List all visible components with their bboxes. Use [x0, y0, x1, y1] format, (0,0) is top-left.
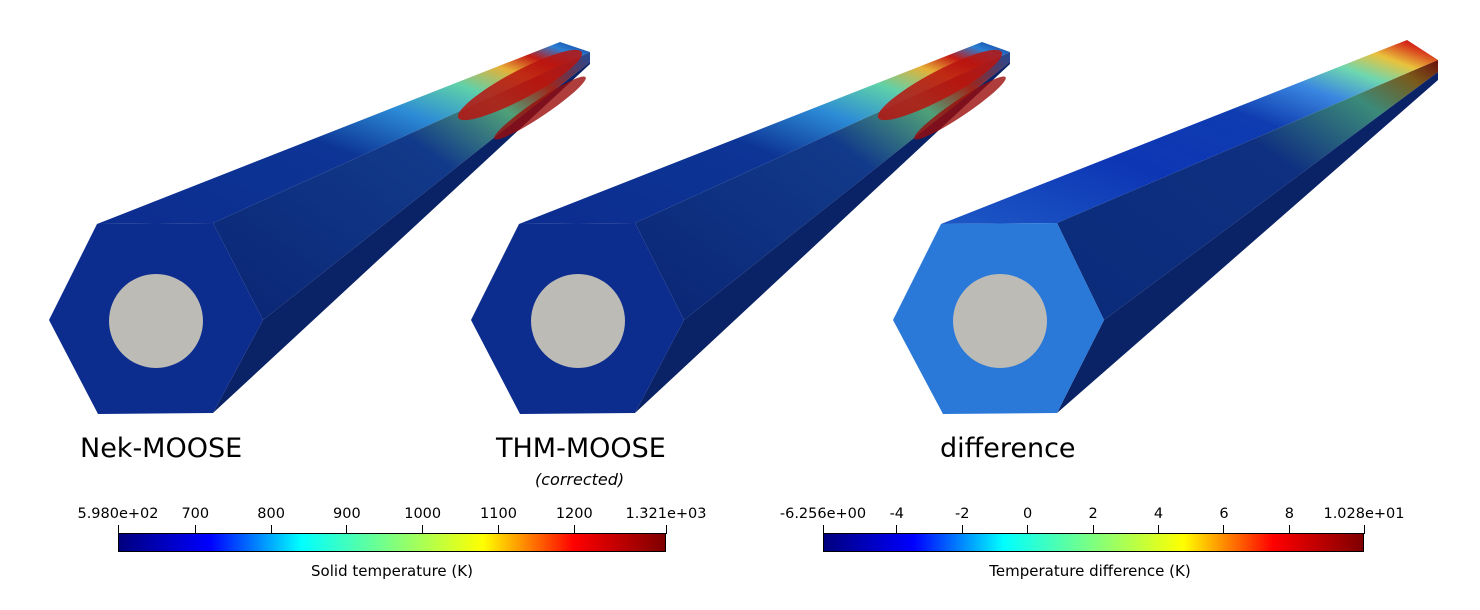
difference-colorbar-gradient	[823, 533, 1364, 552]
temperature-colorbar-tick-label: 700	[181, 506, 210, 522]
nek-lower-side-face	[213, 62, 590, 413]
temperature-colorbar-tick	[422, 525, 424, 534]
difference-colorbar-tick	[1363, 525, 1365, 534]
difference-colorbar-tick-label: 6	[1219, 506, 1229, 522]
thm-hot-streak	[914, 76, 1006, 140]
nek-side-face	[213, 52, 590, 320]
difference-colorbar-tick-label: 4	[1153, 506, 1164, 522]
temperature-colorbar-tick	[270, 525, 272, 534]
temperature-colorbar-tick	[665, 525, 667, 534]
thm-lower-side-face	[635, 62, 1010, 413]
diff-pin-hole	[953, 274, 1047, 368]
temperature-colorbar-tick-label: 900	[333, 506, 361, 522]
difference-colorbar-tick-label: -4	[889, 506, 905, 522]
difference-render	[893, 40, 1438, 414]
nek-top-face	[97, 42, 590, 224]
panel-label-diff: difference	[940, 433, 1076, 464]
temperature-colorbar-gradient	[118, 533, 666, 552]
temperature-colorbar-tick-label: 1200	[555, 506, 593, 522]
temperature-colorbar: 5.980e+02 700 800 900 1000 1100 1200 1.321e+03 …	[0, 495, 740, 605]
thm-moose-render	[471, 42, 1010, 414]
difference-colorbar-tick	[822, 525, 824, 534]
temperature-colorbar-tick	[497, 525, 499, 534]
temperature-colorbar-tick	[117, 525, 119, 534]
difference-colorbar-tick-label: 0	[1023, 506, 1033, 522]
diff-lower-side-face	[1057, 72, 1438, 413]
difference-colorbar-tick	[1027, 525, 1029, 534]
difference-colorbar-tick-label: 1.028e+01	[1323, 506, 1405, 522]
difference-colorbar-tick-label: 2	[1088, 506, 1098, 522]
difference-colorbar-title: Temperature difference (K)	[989, 562, 1191, 580]
temperature-colorbar-tick-label: 1.321e+03	[625, 506, 707, 522]
diff-side-face	[1057, 60, 1438, 320]
panel-thm-moose: THM-MOOSE (corrected)	[420, 0, 1040, 489]
temperature-colorbar-tick-label: 1100	[480, 506, 517, 522]
temperature-colorbar-tick-label: 1000	[404, 506, 442, 522]
difference-colorbar-tick-label: -2	[955, 506, 970, 522]
thm-hot-region	[877, 49, 1003, 121]
difference-colorbar-tick	[961, 525, 963, 534]
difference-colorbar-tick	[1223, 525, 1225, 534]
temperature-colorbar-title: Solid temperature (K)	[311, 562, 473, 580]
nek-hot-streak	[494, 76, 586, 140]
temperature-colorbar-tick-label: 5.980e+02	[77, 506, 159, 522]
temperature-colorbar-tick	[194, 525, 196, 534]
thm-side-face	[635, 52, 1010, 320]
difference-colorbar-tick	[1092, 525, 1094, 534]
nek-hot-region	[457, 49, 583, 121]
difference-colorbar-tick	[1158, 525, 1160, 534]
panel-label-nek: Nek-MOOSE	[80, 433, 243, 464]
temperature-colorbar-tick	[346, 525, 348, 534]
temperature-colorbar-tick	[573, 525, 575, 534]
difference-colorbar-tick	[1288, 525, 1290, 534]
thm-top-face	[519, 42, 1010, 224]
thm-pin-hole	[531, 274, 625, 368]
difference-colorbar-tick-label: -6.256e+00	[779, 506, 867, 522]
panel-difference: difference	[842, 0, 1472, 464]
nek-moose-render	[49, 42, 590, 414]
panel-sublabel-thm: (corrected)	[535, 470, 625, 489]
temperature-colorbar-tick-label: 800	[257, 506, 285, 522]
diff-top-face	[941, 40, 1438, 224]
panel-label-thm: THM-MOOSE	[496, 433, 666, 464]
panel-nek-moose: Nek-MOOSE	[0, 0, 620, 464]
difference-colorbar-tick	[896, 525, 898, 534]
nek-pin-hole	[109, 274, 203, 368]
difference-colorbar-tick-label: 8	[1284, 506, 1295, 522]
difference-colorbar: -6.256e+00 -4 -2 0 2 4 6 8 1.028e+01 Temperature…	[0, 495, 1480, 605]
